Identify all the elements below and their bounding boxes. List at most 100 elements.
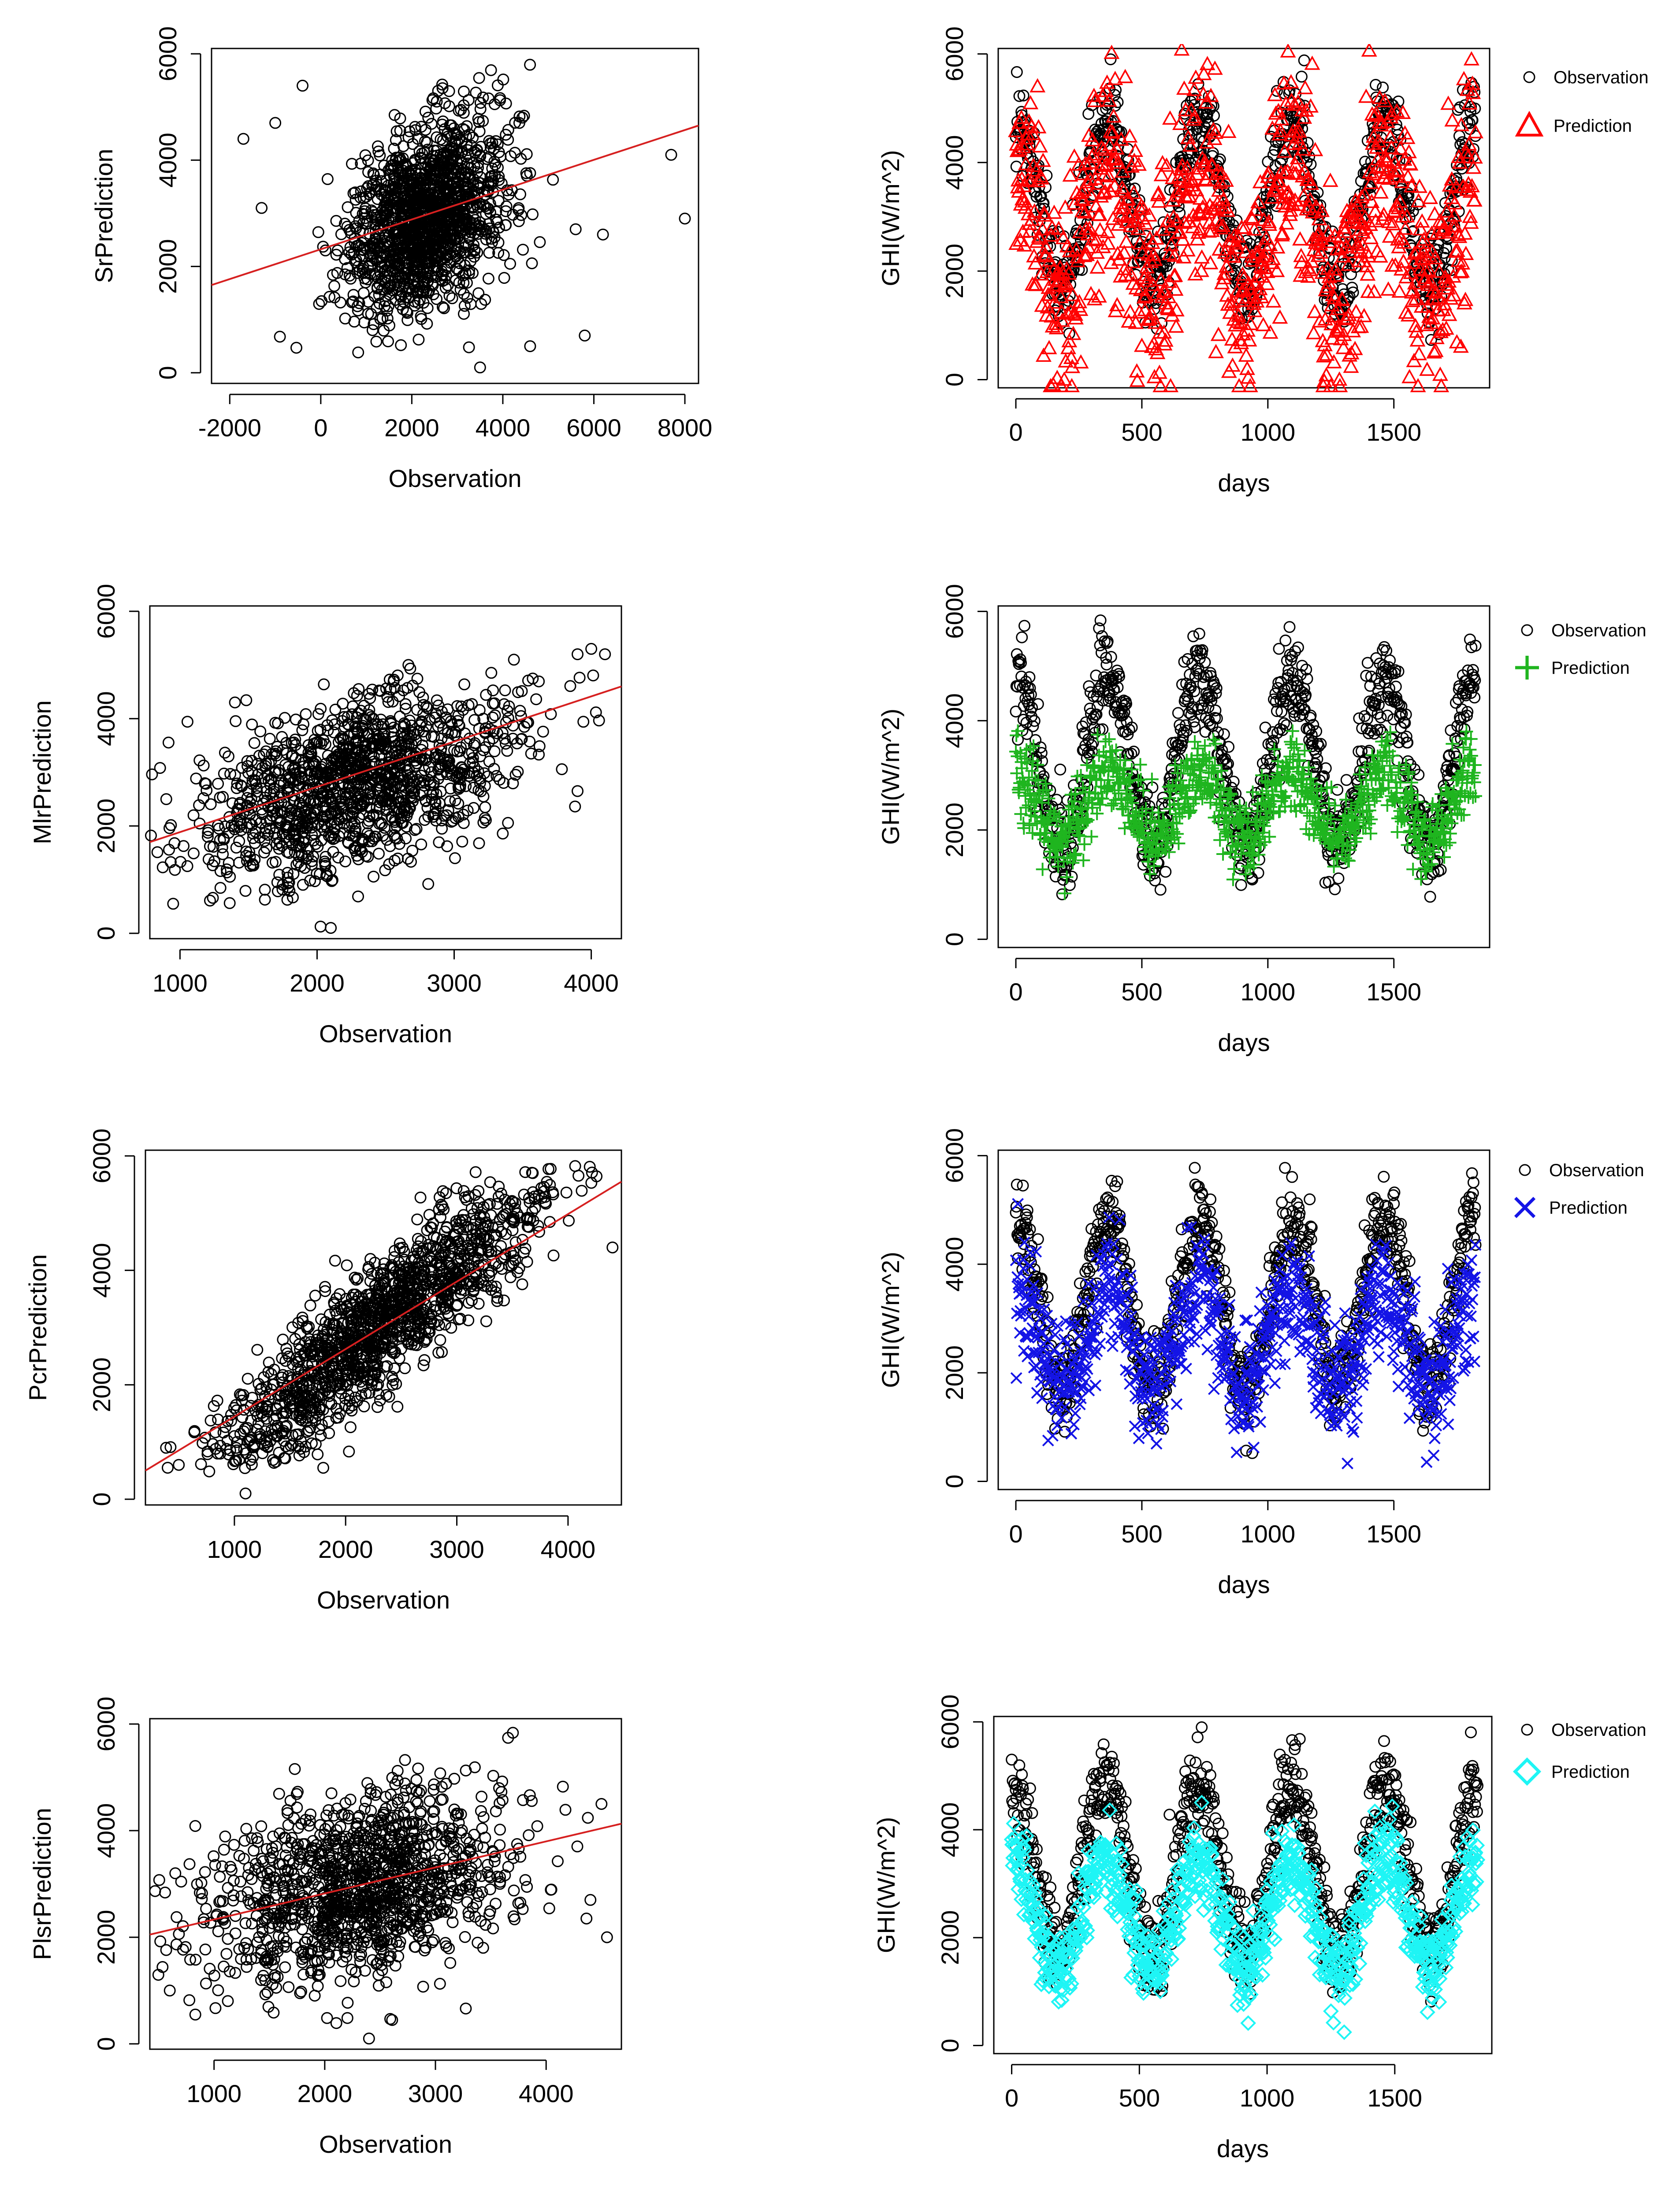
observation-point	[1298, 54, 1310, 67]
scatter-point	[307, 850, 320, 862]
scatter-point	[486, 236, 498, 249]
scatter-point	[264, 732, 276, 745]
scatter-point	[430, 788, 442, 800]
prediction-point	[1145, 277, 1161, 291]
prediction-point	[1061, 333, 1078, 348]
scatter-point	[254, 725, 267, 738]
prediction-point	[1147, 314, 1163, 329]
scatter-point	[360, 850, 372, 862]
prediction-point	[1038, 307, 1055, 322]
scatter-point	[213, 822, 225, 835]
prediction-point	[1098, 82, 1114, 97]
prediction-point	[1353, 318, 1369, 333]
scatter-point	[389, 814, 401, 826]
y-axis-title: MlrPrediction	[28, 700, 56, 844]
prediction-point	[1142, 310, 1159, 325]
scatter-point	[349, 845, 361, 857]
scatter-point	[242, 760, 254, 772]
observation-point	[1120, 698, 1132, 710]
y-tick-label: 2000	[154, 239, 182, 294]
prediction-point	[1264, 120, 1281, 135]
prediction-point	[1163, 378, 1179, 392]
scatter-point	[370, 335, 383, 348]
scatter-point	[390, 125, 403, 137]
scatter-point	[328, 832, 341, 844]
y-tick-label: 6000	[940, 584, 968, 639]
prediction-point	[1433, 323, 1449, 338]
prediction-point	[1406, 353, 1422, 368]
scatter-point	[410, 220, 423, 232]
scatter-point	[290, 342, 302, 354]
scatter-point	[443, 194, 455, 206]
prediction-point	[1296, 188, 1312, 202]
prediction-point	[1208, 344, 1224, 358]
scatter-point	[533, 748, 545, 761]
scatter-point	[223, 857, 235, 869]
prediction-point	[1153, 271, 1169, 286]
observation-point	[1100, 652, 1112, 664]
scatter-point	[429, 808, 442, 820]
scatter-point	[376, 211, 388, 223]
scatter-point	[428, 252, 440, 264]
prediction-point	[1380, 281, 1397, 296]
prediction-point	[1048, 316, 1064, 330]
scatter-point	[448, 744, 460, 756]
scatter-point	[458, 768, 471, 780]
prediction-point	[1118, 234, 1134, 248]
observation-points	[237, 59, 691, 374]
scatter-point	[218, 767, 230, 780]
scatter-point	[463, 192, 475, 204]
scatter-point	[154, 762, 166, 774]
scatter-point	[517, 244, 529, 256]
prediction-point	[1241, 332, 1257, 347]
prediction-point	[1164, 307, 1180, 322]
prediction-point	[1017, 193, 1033, 208]
scatter-point	[214, 882, 227, 894]
x-tick-label: 1000	[152, 969, 208, 997]
scatter-point	[223, 897, 236, 909]
x-axis-title: Observation	[389, 464, 522, 492]
scatter-point	[231, 815, 243, 827]
prediction-point	[1160, 289, 1177, 303]
prediction-point	[1144, 234, 1160, 249]
scatter-point	[342, 837, 355, 849]
prediction-point	[1446, 287, 1462, 301]
scatter-point	[244, 860, 256, 872]
prediction-point	[1316, 348, 1332, 363]
observation-point	[1098, 635, 1111, 647]
prediction-point	[1356, 308, 1372, 323]
scatter-point	[364, 249, 376, 262]
prediction-point	[1447, 195, 1463, 210]
prediction-point	[1217, 244, 1233, 259]
scatter-point	[260, 785, 273, 797]
prediction-point	[1467, 149, 1483, 164]
observation-point	[1174, 719, 1186, 731]
prediction-point	[1105, 108, 1122, 123]
prediction-point	[1323, 316, 1339, 331]
scatter-point	[396, 270, 409, 282]
x-axis: 0 500 1000 1500	[1009, 398, 1421, 446]
observation-point	[1101, 113, 1114, 125]
prediction-point	[1042, 286, 1058, 301]
scatter-point	[249, 775, 261, 787]
scatter-point	[261, 769, 273, 781]
scatter-point	[502, 817, 514, 829]
scatter-point	[436, 82, 449, 94]
scatter-point	[402, 659, 415, 671]
prediction-point	[1347, 341, 1363, 355]
scatter-point	[467, 756, 479, 768]
scatter-point	[389, 294, 401, 306]
prediction-point	[1186, 82, 1202, 96]
scatter-point	[406, 680, 419, 692]
prediction-point	[1377, 93, 1393, 108]
scatter-point	[498, 272, 510, 284]
prediction-point	[1426, 291, 1442, 306]
scatter-point	[288, 736, 300, 749]
prediction-point	[1137, 215, 1153, 230]
scatter-point	[372, 735, 384, 747]
prediction-point	[1065, 326, 1082, 340]
scatter-point	[444, 248, 457, 260]
scatter-point	[439, 182, 451, 194]
prediction-point	[1028, 277, 1044, 291]
scatter-point	[361, 215, 374, 227]
